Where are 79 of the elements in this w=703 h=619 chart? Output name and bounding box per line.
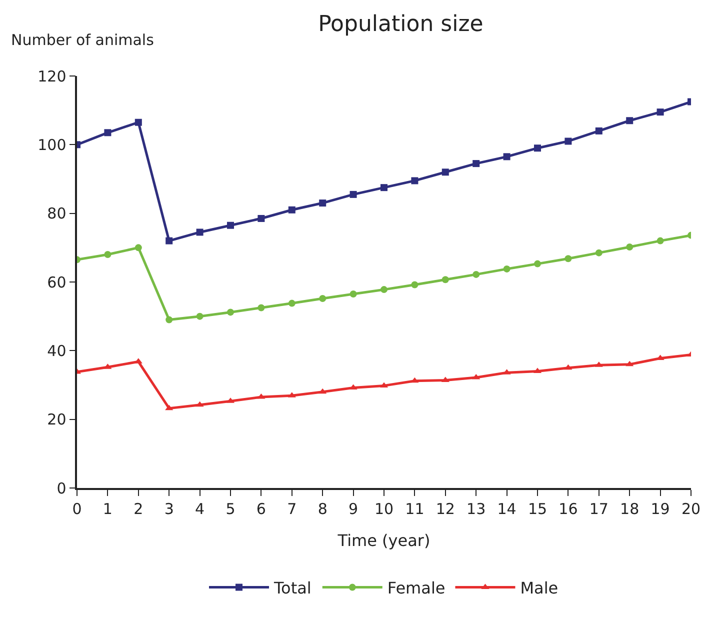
- x-tick-label: 13: [466, 500, 486, 518]
- point: [564, 138, 572, 145]
- point: [656, 237, 664, 244]
- x-tick-label: 4: [195, 500, 205, 518]
- x-tick-label: 10: [374, 500, 394, 518]
- y-tick-label: 20: [47, 410, 66, 429]
- point: [534, 260, 541, 268]
- point: [165, 404, 174, 410]
- point: [258, 214, 265, 222]
- x-tick-label: 7: [287, 500, 297, 518]
- point: [472, 160, 480, 168]
- point: [196, 312, 204, 320]
- point: [166, 316, 173, 324]
- point: [350, 190, 357, 198]
- x-tick-label: 8: [318, 500, 328, 518]
- y-tick-label: 120: [38, 67, 66, 86]
- x-tick-label: 9: [348, 500, 358, 518]
- point: [288, 206, 296, 214]
- x-axis-title: Time (year): [336, 530, 430, 550]
- point: [166, 237, 173, 244]
- x-tick-label: 1: [102, 500, 112, 518]
- x-tick-label: 20: [681, 500, 701, 518]
- point: [319, 294, 326, 302]
- point: [503, 265, 510, 272]
- point: [318, 388, 327, 394]
- point: [564, 255, 572, 262]
- point: [258, 304, 265, 312]
- x-tick-label: 17: [589, 500, 608, 518]
- x-tick-label: 3: [164, 500, 174, 518]
- point: [442, 168, 449, 176]
- point: [380, 286, 388, 294]
- point: [410, 377, 419, 383]
- point: [564, 364, 572, 370]
- point: [442, 276, 449, 284]
- point: [595, 127, 602, 134]
- point: [626, 360, 634, 366]
- y-tick-label: 40: [47, 342, 66, 360]
- y-tick-label: 0: [56, 479, 66, 498]
- point: [380, 184, 388, 192]
- legend-label: Total: [273, 578, 312, 598]
- point: [350, 290, 357, 298]
- point: [288, 300, 296, 307]
- point: [227, 308, 234, 316]
- x-tick-label: 2: [134, 500, 144, 518]
- x-tick-label: 6: [256, 500, 266, 518]
- x-tick-label: 16: [558, 500, 578, 518]
- point: [534, 144, 541, 152]
- x-tick-label: 0: [72, 500, 82, 518]
- legend-label: Female: [387, 578, 446, 598]
- point: [656, 108, 664, 116]
- y-tick-label: 100: [38, 136, 66, 154]
- y-tick-label: 80: [47, 204, 66, 223]
- x-tick-label: 11: [405, 500, 424, 518]
- legend-label: Male: [520, 578, 558, 598]
- point: [104, 251, 112, 258]
- point: [503, 153, 510, 160]
- point: [626, 243, 634, 250]
- x-tick-label: 18: [620, 500, 640, 518]
- y-tick-label: 60: [47, 273, 66, 292]
- point: [472, 374, 480, 380]
- point: [472, 270, 480, 278]
- chart-title: Population size: [318, 12, 484, 37]
- point: [134, 244, 142, 252]
- point: [104, 129, 112, 136]
- point: [595, 249, 602, 256]
- point: [134, 118, 142, 126]
- x-tick-label: 5: [226, 500, 236, 518]
- y-axis-title: Number of animals: [11, 31, 154, 49]
- point: [626, 117, 634, 124]
- x-tick-label: 15: [528, 500, 548, 518]
- point: [196, 228, 204, 236]
- x-tick-label: 19: [650, 500, 670, 518]
- x-tick-label: 12: [436, 500, 455, 518]
- point: [227, 222, 234, 229]
- point: [411, 177, 418, 184]
- point: [411, 281, 418, 288]
- x-tick-label: 14: [497, 500, 516, 518]
- point: [196, 401, 204, 407]
- point: [319, 200, 326, 207]
